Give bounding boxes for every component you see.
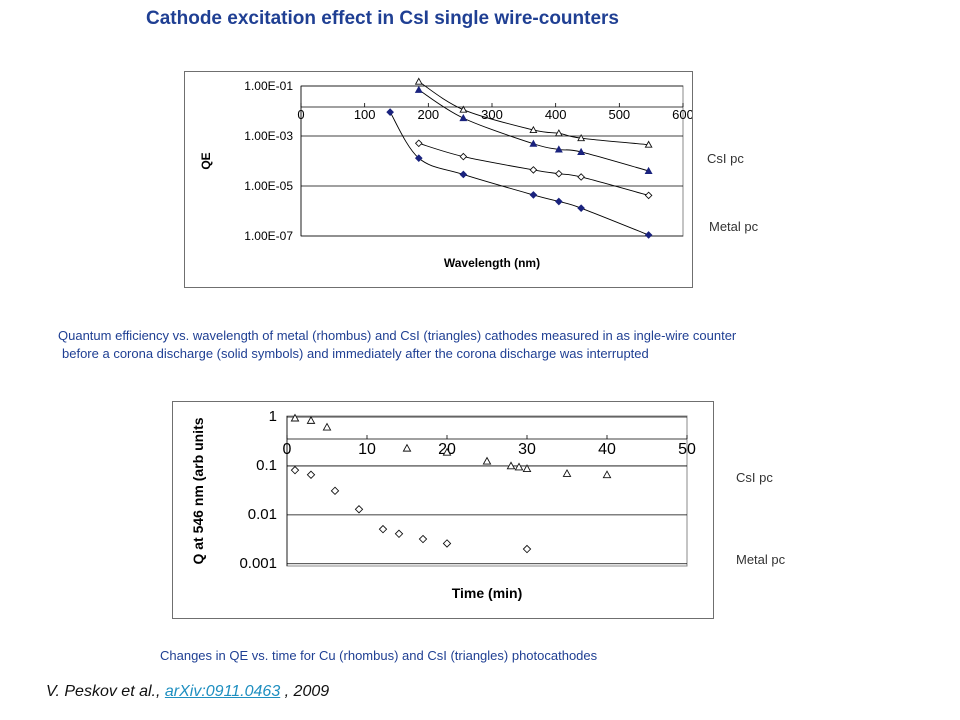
data-point [577, 204, 585, 212]
data-point [459, 105, 468, 113]
x-tick-label: 10 [358, 441, 376, 458]
data-point [442, 539, 452, 548]
data-point [529, 191, 538, 199]
data-point [290, 465, 300, 475]
data-point [330, 486, 340, 496]
series-line [418, 89, 649, 172]
data-point [482, 456, 492, 465]
x-axis-title: Wavelength (nm) [444, 256, 540, 270]
data-point [306, 415, 316, 424]
series-triangle-open [290, 413, 612, 479]
series-diamond-open [414, 139, 653, 200]
citation-year: , 2009 [280, 683, 330, 700]
caption-top-line1: Quantum efficiency vs. wavelength of met… [58, 328, 737, 343]
data-point [555, 169, 563, 178]
data-point [442, 447, 452, 456]
data-point [322, 422, 332, 431]
x-tick-label: 200 [417, 107, 439, 122]
data-point [522, 464, 532, 472]
qe-time-chart-panel: 10.10.010.00101020304050Time (min)Q at 5… [172, 401, 714, 619]
x-tick-label: 50 [678, 441, 696, 458]
citation-authors: V. Peskov et al., [46, 683, 165, 700]
metal-pc-label-bottom: Metal pc [736, 552, 786, 567]
data-point [644, 166, 653, 174]
x-axis-title: Time (min) [452, 585, 523, 601]
data-point [459, 170, 468, 179]
data-point [554, 129, 563, 137]
data-point [644, 191, 653, 200]
data-point [394, 529, 404, 539]
qe-time-chart: 10.10.010.00101020304050Time (min)Q at 5… [190, 408, 696, 601]
data-point [414, 139, 423, 148]
data-point [378, 524, 388, 534]
data-point [290, 413, 300, 422]
data-point [506, 461, 516, 470]
metal-pc-label-top: Metal pc [709, 219, 759, 234]
y-tick-label: 0.01 [248, 506, 277, 523]
x-tick-label: 100 [354, 107, 376, 122]
data-point [522, 544, 532, 554]
csi-pc-label-bottom: CsI pc [736, 470, 773, 485]
data-point [354, 505, 364, 514]
x-tick-label: 30 [518, 441, 536, 458]
arxiv-link[interactable]: arXiv:0911.0463 [164, 683, 281, 700]
y-tick-label: 1 [269, 408, 277, 425]
data-point [529, 125, 538, 133]
data-point [459, 113, 468, 122]
series-triangle-filled [414, 85, 653, 174]
caption-bottom: Changes in QE vs. time for Cu (rhombus) … [160, 648, 598, 663]
series-diamond-filled [386, 108, 653, 239]
data-point [414, 85, 423, 93]
csi-pc-label-top: CsI pc [707, 151, 744, 166]
data-point [386, 108, 394, 116]
data-point [577, 147, 586, 155]
y-tick-label: 1.00E-05 [244, 179, 293, 193]
x-tick-label: 40 [598, 441, 616, 458]
citation: V. Peskov et al., arXiv:0911.0463 , 2009 [46, 683, 329, 701]
page-title: Cathode excitation effect in CsI single … [146, 8, 619, 29]
data-point [577, 173, 585, 181]
data-point [414, 77, 423, 85]
caption-top-line2: before a corona discharge (solid symbols… [62, 346, 649, 361]
data-point [554, 145, 563, 153]
y-tick-label: 0.001 [239, 555, 277, 572]
y-axis-title: QE [199, 152, 213, 169]
data-point [529, 166, 538, 174]
data-point [514, 462, 524, 471]
y-tick-label: 1.00E-03 [244, 129, 293, 143]
data-point [418, 534, 428, 544]
data-point [602, 470, 612, 479]
y-tick-label: 0.1 [256, 457, 277, 474]
data-point [644, 140, 653, 148]
data-point [306, 470, 316, 480]
data-point [577, 134, 586, 142]
plot-area [286, 415, 688, 567]
x-tick-label: 400 [545, 107, 567, 122]
data-point [529, 139, 538, 147]
data-point [562, 468, 572, 477]
x-tick-label: 600 [672, 107, 692, 122]
data-point [459, 152, 468, 161]
data-point [555, 197, 563, 206]
y-tick-label: 1.00E-07 [244, 229, 293, 243]
plot-area [300, 85, 684, 237]
qe-wavelength-chart-panel: 1.00E-01 1.00E-03 1.00E-05 1.00E-07 0 100 200 3… [184, 71, 693, 288]
x-tick-label: 500 [608, 107, 630, 122]
data-point [402, 443, 412, 452]
series-triangle-open [414, 77, 653, 148]
y-axis-title: Q at 546 nm (arb units [190, 417, 206, 564]
series-line [418, 81, 649, 146]
data-point [414, 154, 423, 162]
x-tick-label: 300 [481, 107, 503, 122]
series-diamond-open [290, 465, 532, 554]
data-point [644, 231, 653, 239]
qe-wavelength-chart: 1.00E-011.00E-031.00E-051.00E-070 100 200 3… [199, 77, 692, 270]
y-tick-label: 1.00E-01 [244, 79, 293, 93]
